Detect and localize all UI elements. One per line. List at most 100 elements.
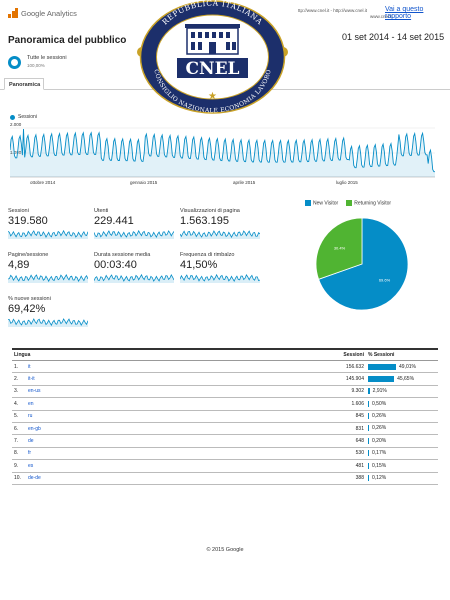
svg-text:★: ★	[208, 91, 217, 102]
row-number: 9.	[12, 459, 26, 473]
row-sessions: 530	[326, 447, 366, 461]
row-pct: 45,65%	[366, 372, 438, 386]
metric-sparkline	[180, 273, 260, 283]
segment-pct: 100,00%	[27, 62, 45, 68]
row-pct: 0,50%	[366, 397, 438, 411]
language-link[interactable]: ru	[26, 410, 326, 423]
pie-legend-returning: Returning Visitor	[346, 200, 391, 206]
metric-value: 4,89	[8, 259, 30, 271]
metric-value: 1.563.195	[180, 215, 229, 227]
segment-label: Tutte le sessioni	[27, 55, 67, 61]
language-table: Lingua Sessioni % Sessioni 1. it 156.632 49…	[12, 348, 438, 485]
sessions-area	[10, 129, 435, 177]
language-link[interactable]: it-it	[26, 372, 326, 386]
metric-value: 41,50%	[180, 259, 218, 271]
row-pct: 0,26%	[366, 422, 438, 436]
pct-text: 49,01%	[399, 363, 416, 370]
pct-bar	[368, 388, 370, 395]
go-to-report-link[interactable]: Vai a questo rapporto	[385, 6, 424, 20]
segment-selector[interactable]: Tutte le sessioni 100,00%	[8, 50, 128, 74]
row-sessions: 831	[326, 422, 366, 436]
metric-sparkline	[180, 230, 260, 239]
row-number: 1.	[12, 360, 26, 374]
table-row: 7. de 648 0,20%	[12, 434, 438, 448]
x-label-apr: aprile 2015	[233, 180, 256, 185]
sparkline-line	[180, 230, 260, 239]
row-pct: 2,91%	[366, 385, 438, 399]
logo-cnel-text: CNEL	[186, 59, 240, 79]
site-url: ttp://www.cnel.it - http://www.cnel.it	[298, 8, 368, 13]
table-row: 2. it-it 145.904 45,65%	[12, 372, 438, 386]
pie-legend: New Visitor Returning Visitor	[305, 200, 391, 206]
pct-bar	[368, 437, 369, 444]
metric-sparkline	[8, 318, 88, 327]
row-number: 3.	[12, 385, 26, 399]
pct-bar	[368, 375, 395, 382]
google-analytics-logo: Google Analytics	[8, 6, 88, 20]
language-link[interactable]: en-us	[26, 385, 326, 399]
row-pct: 0,15%	[366, 459, 438, 473]
row-number: 7.	[12, 434, 26, 448]
row-sessions: 648	[326, 434, 366, 448]
language-link[interactable]: de	[26, 434, 326, 448]
row-number: 4.	[12, 397, 26, 411]
footer: © 2015 Google	[206, 547, 244, 553]
pct-bar	[368, 450, 369, 457]
row-sessions: 9.302	[326, 385, 366, 399]
metric-value: 00:03:40	[94, 259, 137, 271]
app-name: Google Analytics	[21, 8, 77, 18]
pie-slice-new-visitor	[318, 217, 409, 311]
metric-label: Frequenza di rimbalzo	[180, 252, 235, 258]
pie-slice-label: 30.4%	[334, 246, 346, 251]
pie-slice-label: 69.6%	[379, 277, 391, 282]
sparkline-area	[180, 274, 260, 283]
table-row: 10. de-de 388 0,12%	[12, 472, 438, 485]
metric-sparkline	[8, 229, 88, 239]
pct-bar	[368, 363, 396, 370]
language-link[interactable]: it	[26, 360, 326, 374]
metric-label: Durata sessione media	[94, 252, 151, 258]
language-link[interactable]: fr	[26, 447, 326, 461]
table-row: 5. ru 845 0,26%	[12, 410, 438, 423]
x-label-jan: gennaio 2015	[130, 180, 158, 185]
metric-sparkline	[8, 274, 88, 283]
y-tick-mid: 1.000	[10, 150, 22, 155]
metric-pageviews: Visualizzazioni di pagina 1.563.195	[180, 208, 262, 239]
metric-users: Utenti 229.441	[94, 208, 176, 239]
language-link[interactable]: en-gb	[26, 422, 326, 436]
metric-value: 319.580	[8, 215, 48, 227]
language-link[interactable]: es	[26, 459, 326, 473]
pct-text: 0,15%	[372, 462, 387, 469]
metric-label: Visualizzazioni di pagina	[180, 208, 240, 214]
tab-overview[interactable]: Panoramica	[4, 78, 44, 90]
sessions-line	[10, 128, 435, 173]
row-pct: 0,26%	[366, 410, 438, 423]
table-row: 4. en 1.606 0,50%	[12, 397, 438, 411]
language-link[interactable]: en	[26, 397, 326, 411]
sessions-line-chart	[10, 127, 435, 178]
date-range[interactable]: 01 set 2014 - 14 set 2015	[342, 32, 445, 42]
row-pct: 49,01%	[366, 360, 438, 374]
y-tick-top: 2.000	[10, 122, 22, 127]
metric-sessions: Sessioni 319.580	[8, 208, 90, 239]
donut-icon	[8, 55, 21, 69]
pct-bar	[368, 462, 369, 469]
row-sessions: 145.904	[326, 372, 366, 386]
metric-new-sessions: % nuove sessioni 69,42%	[8, 296, 90, 327]
visitor-pie-chart: 69.6% 30.4%	[315, 217, 409, 311]
x-label-oct: ottobre 2014	[30, 180, 56, 185]
metric-avg-duration: Durata sessione media 00:03:40	[94, 252, 176, 283]
row-number: 2.	[12, 372, 26, 386]
row-number: 5.	[12, 410, 26, 423]
sparkline-line	[8, 229, 88, 238]
cnel-logo: REPUBBLICA ITALIANA CONSIGLIO NAZIONALE …	[137, 0, 288, 114]
metric-label: Pagine/sessione	[8, 252, 49, 258]
sparkline-area	[8, 274, 88, 283]
language-link[interactable]: de-de	[26, 472, 326, 485]
pct-text: 0,20%	[372, 437, 387, 444]
table-row: 1. it 156.632 49,01%	[12, 360, 438, 374]
sessions-legend: Sessioni	[10, 114, 37, 120]
row-number: 10.	[12, 472, 26, 485]
table-row: 8. fr 530 0,17%	[12, 447, 438, 461]
row-sessions: 156.632	[326, 360, 366, 374]
